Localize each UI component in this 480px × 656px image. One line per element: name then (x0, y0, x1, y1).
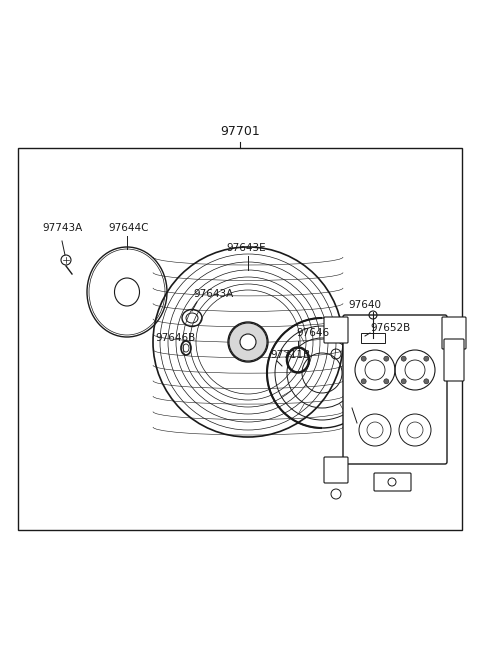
Text: 97643E: 97643E (226, 243, 265, 253)
Text: 97711B: 97711B (270, 350, 310, 360)
Circle shape (240, 334, 256, 350)
Text: 97743A: 97743A (42, 223, 82, 233)
Text: 97640: 97640 (348, 300, 381, 310)
Text: 97643A: 97643A (193, 289, 233, 299)
Text: 97652B: 97652B (370, 323, 410, 333)
Circle shape (401, 356, 406, 361)
Ellipse shape (229, 323, 267, 361)
Text: 97646B: 97646B (155, 333, 195, 343)
Circle shape (384, 379, 389, 384)
FancyBboxPatch shape (343, 315, 447, 464)
FancyBboxPatch shape (442, 317, 466, 349)
Text: 97701: 97701 (220, 125, 260, 138)
FancyBboxPatch shape (444, 339, 464, 381)
Circle shape (384, 356, 389, 361)
Bar (18, 148, 462, 530)
Circle shape (424, 379, 429, 384)
Text: 97644C: 97644C (108, 223, 148, 233)
Bar (361, 333, 385, 343)
FancyBboxPatch shape (324, 317, 348, 343)
Text: 97646: 97646 (296, 328, 329, 338)
Circle shape (361, 379, 366, 384)
FancyBboxPatch shape (374, 473, 411, 491)
Circle shape (424, 356, 429, 361)
Circle shape (361, 356, 366, 361)
FancyBboxPatch shape (324, 457, 348, 483)
Circle shape (401, 379, 406, 384)
